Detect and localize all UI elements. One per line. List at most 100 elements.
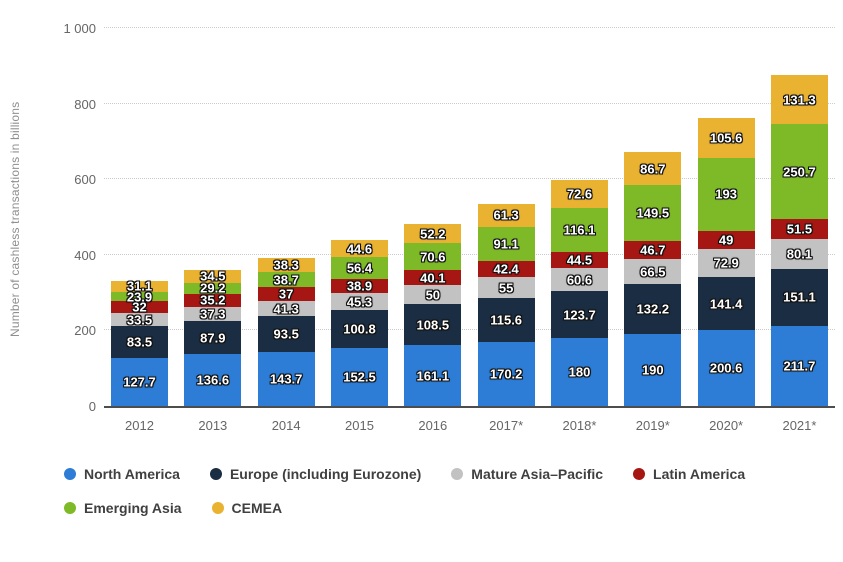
bar-segment[interactable]: 38.9 xyxy=(330,278,388,293)
bar-value-label: 44.5 xyxy=(566,252,593,268)
bar-segment[interactable]: 51.5 xyxy=(770,219,828,239)
bar-segment[interactable]: 141.4 xyxy=(697,276,755,331)
x-axis-label: 2020* xyxy=(709,418,744,433)
bar-segment[interactable]: 32 xyxy=(111,299,168,315)
gridline xyxy=(104,329,835,331)
bar-value-label: 123.7 xyxy=(563,307,596,323)
bar-segment[interactable]: 200.6 xyxy=(697,330,755,406)
bar-segment[interactable]: 44.6 xyxy=(330,240,388,258)
bar-segment[interactable]: 211.7 xyxy=(770,326,828,406)
bar-segment[interactable]: 40.1 xyxy=(404,270,462,286)
bar-segment[interactable]: 44.5 xyxy=(550,251,608,269)
bar-value-label: 61.3 xyxy=(493,207,519,223)
bar-segment[interactable]: 149.5 xyxy=(624,184,682,242)
bar-segment[interactable]: 33.5 xyxy=(111,312,168,327)
bar-segment[interactable]: 41.3 xyxy=(257,300,315,317)
bar-segment[interactable]: 123.7 xyxy=(550,291,608,338)
bar-segment[interactable]: 152.5 xyxy=(330,348,388,406)
bar-segment[interactable]: 180 xyxy=(550,338,608,406)
bar-segment[interactable]: 72.9 xyxy=(697,249,755,277)
legend: North America Europe (including Eurozone)… xyxy=(64,466,809,516)
bar-segment[interactable]: 70.6 xyxy=(404,243,462,271)
bar-segment[interactable]: 29.2 xyxy=(184,280,242,296)
bar-segment[interactable]: 34.5 xyxy=(184,269,242,284)
bar-segment[interactable]: 83.5 xyxy=(111,326,168,358)
bar-segment[interactable]: 50 xyxy=(404,285,462,305)
bar-segment[interactable]: 66.5 xyxy=(624,259,682,285)
bar-value-label: 46.7 xyxy=(640,242,666,258)
bar-segment[interactable]: 56.4 xyxy=(330,257,388,279)
bar-segment[interactable]: 55 xyxy=(477,277,535,299)
bar-segment[interactable]: 46.7 xyxy=(624,241,682,260)
bar-segment[interactable]: 108.5 xyxy=(404,304,462,346)
bar-value-label: 72.9 xyxy=(713,255,739,271)
bar-segment[interactable]: 143.7 xyxy=(257,351,315,406)
bar-segment[interactable]: 37 xyxy=(257,286,315,302)
bar-segment[interactable]: 136.6 xyxy=(184,354,242,406)
bar-segment[interactable]: 42.4 xyxy=(477,261,535,278)
bar-segment[interactable]: 100.8 xyxy=(330,310,388,349)
bar-segment[interactable]: 38.3 xyxy=(257,257,315,272)
legend-item-cemea[interactable]: CEMEA xyxy=(211,500,283,516)
bar-segment[interactable]: 105.6 xyxy=(697,117,755,158)
bar-segment[interactable]: 127.7 xyxy=(111,357,168,406)
bar-segment[interactable]: 250.7 xyxy=(770,124,828,220)
legend-item-emerging-asia[interactable]: Emerging Asia xyxy=(64,500,182,516)
bar-value-label: 35.2 xyxy=(200,292,226,308)
bar-segment[interactable]: 170.2 xyxy=(477,341,535,406)
bar-segment[interactable]: 132.2 xyxy=(624,284,682,335)
y-ticks: 0 200 400 600 800 1 000 xyxy=(36,21,96,414)
bar-value-label: 52.2 xyxy=(420,226,446,241)
bar-value-label: 60.6 xyxy=(566,272,593,288)
bar-segment[interactable]: 52.2 xyxy=(404,223,462,244)
bar-segment[interactable]: 35.2 xyxy=(184,292,242,308)
bar-segment[interactable]: 131.3 xyxy=(770,74,828,125)
bar-segment[interactable]: 193 xyxy=(697,157,755,231)
bar-segment[interactable]: 91.1 xyxy=(477,226,535,262)
legend-item-mature-asia-pacific[interactable]: Mature Asia–Pacific xyxy=(451,466,603,482)
bar-value-label: 23.9 xyxy=(126,289,153,305)
bar-2013: 136.6 87.9 37.3 35.2 29.2 34.5 2013 xyxy=(184,269,242,433)
gridline xyxy=(104,253,835,255)
bar-segment[interactable]: 49 xyxy=(697,230,755,250)
bar-value-label: 108.5 xyxy=(416,317,450,333)
bar-2012: 127.7 83.5 33.5 32 23.9 31.1 2012 xyxy=(111,278,168,433)
bar-value-label: 66.5 xyxy=(640,264,666,280)
bar-segment[interactable]: 38.7 xyxy=(257,272,315,287)
bar-segment[interactable]: 116.1 xyxy=(550,207,608,252)
bar-segment[interactable]: 87.9 xyxy=(184,321,242,355)
bar-segment[interactable]: 72.6 xyxy=(550,180,608,208)
bar-segment[interactable]: 151.1 xyxy=(770,268,828,326)
bar-segment[interactable]: 31.1 xyxy=(111,278,168,294)
bar-segment[interactable]: 61.3 xyxy=(477,203,535,227)
bar-segment[interactable]: 23.9 xyxy=(111,289,168,305)
bar-segment[interactable]: 190 xyxy=(624,334,682,406)
y-axis-tick: 800 xyxy=(74,96,96,112)
bar-segment[interactable]: 115.6 xyxy=(477,298,535,342)
bar-value-label: 29.2 xyxy=(200,280,226,296)
legend-label: CEMEA xyxy=(231,500,283,516)
legend-color-icon xyxy=(633,468,646,480)
bar-segment[interactable]: 93.5 xyxy=(257,316,315,352)
bar-segment[interactable]: 80.1 xyxy=(770,238,828,269)
bar-value-label: 151.1 xyxy=(783,289,816,305)
bar-value-label: 31.1 xyxy=(126,278,153,294)
x-axis-label: 2016 xyxy=(418,418,448,433)
bar-value-label: 83.5 xyxy=(126,334,153,350)
gridline xyxy=(104,102,835,104)
legend-item-latin-america[interactable]: Latin America xyxy=(633,466,745,482)
bar-value-label: 105.6 xyxy=(709,130,743,146)
bar-segment[interactable]: 86.7 xyxy=(624,152,682,185)
bar-value-label: 115.6 xyxy=(490,312,523,328)
bar-value-label: 72.6 xyxy=(566,186,593,202)
bar-segment[interactable]: 161.1 xyxy=(404,345,462,406)
bar-value-label: 37 xyxy=(278,286,294,302)
bar-value-label: 32 xyxy=(132,299,147,315)
legend-label: Emerging Asia xyxy=(84,500,182,516)
bar-segment[interactable]: 45.3 xyxy=(330,293,388,311)
legend-item-north-america[interactable]: North America xyxy=(64,466,180,482)
bar-segment[interactable]: 37.3 xyxy=(184,307,242,322)
legend-color-icon xyxy=(64,468,76,480)
bar-segment[interactable]: 60.6 xyxy=(550,268,608,292)
legend-item-europe-including-eurozone[interactable]: Europe (including Eurozone) xyxy=(209,466,421,482)
